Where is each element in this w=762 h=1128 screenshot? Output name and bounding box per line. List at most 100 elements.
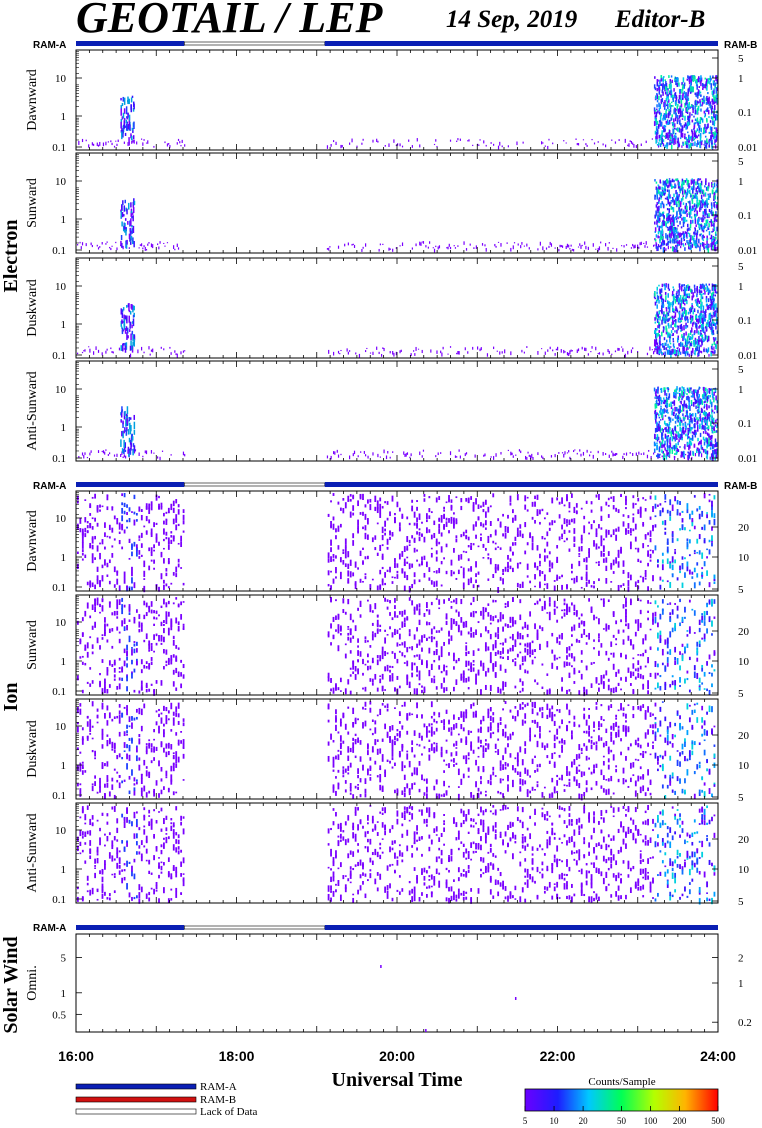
electron-storm [654, 443, 657, 447]
electron-storm [696, 417, 698, 420]
electron-speck [497, 145, 500, 150]
ion-speck [352, 505, 355, 511]
electron-storm [709, 399, 712, 405]
electron-storm [714, 289, 717, 294]
electron-speck [618, 348, 620, 351]
electron-speck [410, 453, 412, 457]
ion-speck [430, 552, 433, 558]
electron-speck [180, 351, 182, 355]
ion-speck [84, 533, 87, 538]
ion-speck [438, 541, 441, 545]
electron-storm [699, 233, 701, 237]
electron-storm [696, 143, 698, 148]
electron-speck [95, 346, 97, 350]
electron-storm [713, 80, 715, 83]
ion-speck [470, 545, 473, 550]
ion-speck [364, 532, 367, 540]
electron-storm [680, 233, 682, 237]
electron-storm [659, 225, 662, 229]
electron-burst [123, 205, 126, 212]
electron-burst [125, 207, 127, 212]
electron-speck [465, 452, 468, 455]
electron-storm [665, 314, 668, 320]
ion-speck [487, 553, 490, 556]
electron-storm [680, 323, 683, 330]
electron-speck [163, 242, 165, 245]
ion-speck [445, 501, 448, 504]
ion-speck [335, 566, 337, 570]
electron-speck [545, 247, 548, 250]
electron-storm [665, 426, 667, 433]
electron-storm [656, 412, 658, 416]
electron-storm [688, 400, 690, 407]
electron-storm [678, 193, 680, 197]
electron-speck [633, 143, 635, 148]
electron-storm [655, 332, 657, 335]
electron-storm [684, 122, 687, 127]
electron-speck [646, 454, 649, 459]
electron-burst [129, 448, 131, 454]
ion-speck [499, 547, 502, 550]
ion-speck [408, 522, 411, 526]
electron-storm [654, 109, 657, 112]
electron-storm [708, 116, 710, 118]
electron-speck [399, 350, 401, 354]
ion-speck [487, 535, 490, 539]
electron-storm [661, 409, 664, 415]
electron-speck [421, 455, 423, 458]
electron-speck [438, 245, 441, 249]
electron-burst [124, 427, 126, 432]
electron-speck [419, 451, 421, 456]
electron-storm [660, 191, 662, 195]
electron-speck [182, 451, 185, 456]
electron-storm [707, 319, 709, 322]
ion-speck [163, 579, 165, 584]
electron-storm [690, 104, 693, 108]
electron-burst [131, 239, 134, 245]
electron-storm [712, 101, 714, 104]
ion-speck [364, 504, 367, 508]
electron-storm [705, 129, 707, 133]
electron-storm [667, 202, 670, 205]
electron-speck [77, 352, 79, 355]
electron-storm [710, 323, 712, 327]
ion-speck [140, 543, 143, 547]
electron-speck [643, 242, 645, 245]
electron-speck [629, 140, 631, 143]
electron-storm [698, 90, 701, 96]
ion-speck [509, 546, 512, 552]
electron-burst [129, 230, 132, 234]
electron-speck [637, 244, 639, 249]
electron-storm [699, 423, 701, 428]
ion-speck [484, 499, 487, 505]
ion-speck [418, 528, 421, 531]
electron-storm [706, 446, 708, 449]
electron-left-tick-label: 1 [61, 422, 67, 434]
electron-storm [701, 225, 703, 230]
electron-storm [693, 431, 695, 435]
electron-speck [164, 141, 166, 144]
electron-burst [128, 416, 131, 422]
electron-burst [121, 327, 124, 335]
electron-storm [701, 446, 704, 451]
electron-storm [696, 341, 698, 345]
electron-storm [660, 399, 663, 405]
electron-storm [668, 306, 670, 310]
electron-speck [473, 247, 475, 249]
electron-speck [337, 454, 340, 458]
electron-storm [669, 214, 672, 217]
electron-burst [127, 446, 130, 451]
electron-speck [655, 241, 657, 244]
ion-speck [344, 502, 347, 509]
electron-speck [510, 247, 512, 252]
ion-speck [123, 577, 126, 584]
ion-speck [337, 525, 340, 532]
electron-storm [707, 441, 709, 447]
electron-storm [693, 235, 696, 237]
electron-burst [128, 329, 131, 332]
ram-a-label-electron: RAM-A [33, 40, 66, 51]
electron-storm [692, 75, 694, 79]
electron-speck [97, 144, 100, 147]
electron-speck [597, 450, 599, 454]
